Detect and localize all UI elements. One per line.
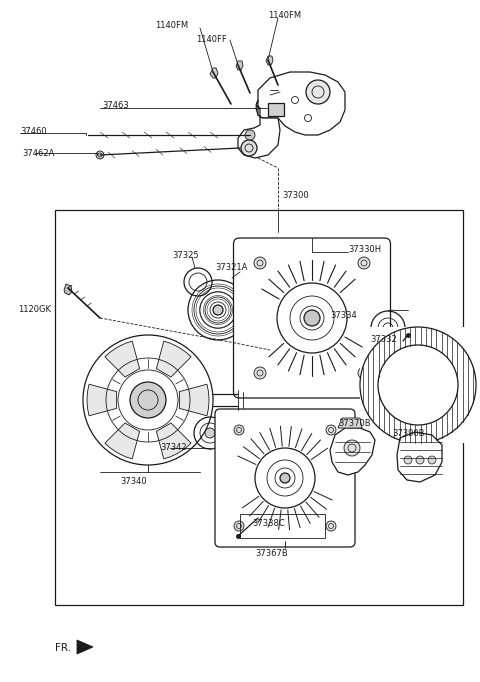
Circle shape	[234, 521, 244, 531]
Circle shape	[234, 425, 244, 435]
Circle shape	[130, 382, 166, 418]
Text: 37367B: 37367B	[255, 550, 288, 559]
Polygon shape	[397, 432, 442, 482]
Circle shape	[326, 521, 336, 531]
Text: 37342: 37342	[160, 443, 187, 452]
Polygon shape	[210, 68, 218, 78]
Circle shape	[254, 257, 266, 269]
Text: 1140FM: 1140FM	[155, 22, 188, 31]
Circle shape	[254, 367, 266, 379]
Circle shape	[358, 257, 370, 269]
Circle shape	[245, 130, 255, 140]
Polygon shape	[238, 100, 280, 158]
Bar	[240, 514, 325, 538]
Circle shape	[280, 473, 290, 483]
FancyBboxPatch shape	[233, 238, 391, 398]
Bar	[268, 103, 284, 116]
Circle shape	[416, 456, 424, 464]
Circle shape	[404, 456, 412, 464]
Circle shape	[344, 440, 360, 456]
Text: 37463: 37463	[102, 102, 129, 110]
Circle shape	[241, 140, 257, 156]
Text: 37321A: 37321A	[215, 263, 247, 273]
FancyBboxPatch shape	[215, 409, 355, 547]
Circle shape	[304, 310, 320, 326]
Polygon shape	[256, 72, 345, 135]
Circle shape	[205, 428, 215, 438]
Text: 37370B: 37370B	[338, 419, 371, 428]
Text: 37338C: 37338C	[252, 520, 285, 529]
Polygon shape	[156, 423, 191, 459]
Polygon shape	[236, 61, 243, 70]
Text: 1140FF: 1140FF	[196, 35, 227, 44]
Circle shape	[428, 456, 436, 464]
Circle shape	[213, 305, 223, 315]
Circle shape	[96, 151, 104, 159]
Text: 1120GK: 1120GK	[18, 306, 51, 314]
Polygon shape	[105, 423, 140, 459]
Text: 37340: 37340	[120, 477, 146, 486]
Circle shape	[326, 425, 336, 435]
Polygon shape	[180, 384, 209, 416]
Text: 37300: 37300	[282, 192, 309, 201]
Polygon shape	[330, 428, 375, 475]
Text: 37334: 37334	[330, 312, 357, 321]
Circle shape	[358, 367, 370, 379]
Polygon shape	[64, 284, 72, 295]
Polygon shape	[77, 640, 93, 654]
Polygon shape	[105, 341, 140, 377]
Text: 37462A: 37462A	[22, 149, 54, 158]
Polygon shape	[156, 341, 191, 377]
Text: 37325: 37325	[172, 250, 199, 259]
Text: 37332: 37332	[370, 336, 397, 344]
Text: 37460: 37460	[20, 126, 47, 136]
Polygon shape	[266, 56, 273, 65]
Bar	[55, 210, 463, 605]
Text: FR.: FR.	[55, 643, 71, 653]
Text: 1140FM: 1140FM	[268, 10, 301, 20]
Polygon shape	[338, 418, 362, 428]
Circle shape	[306, 80, 330, 104]
Text: 37390B: 37390B	[392, 428, 424, 437]
Text: 37330H: 37330H	[348, 246, 381, 254]
Polygon shape	[87, 384, 117, 416]
Bar	[360, 327, 476, 443]
